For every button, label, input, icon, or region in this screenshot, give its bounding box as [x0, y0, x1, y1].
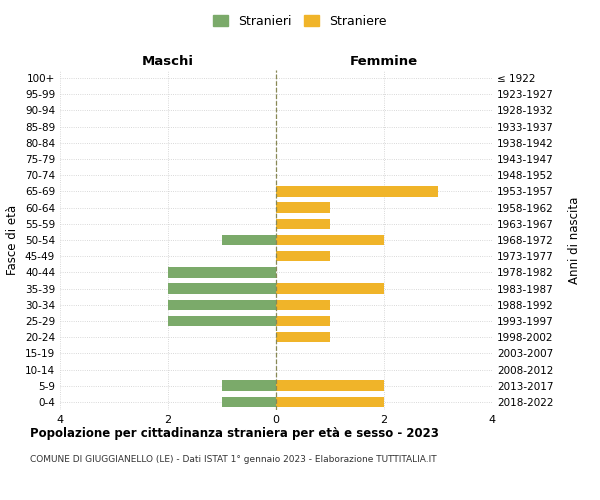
Bar [276, 202, 330, 213]
Bar [168, 316, 276, 326]
Bar [168, 267, 276, 278]
Bar [276, 316, 330, 326]
Bar [222, 380, 276, 391]
Text: COMUNE DI GIUGGIANELLO (LE) - Dati ISTAT 1° gennaio 2023 - Elaborazione TUTTITAL: COMUNE DI GIUGGIANELLO (LE) - Dati ISTAT… [30, 455, 437, 464]
Bar [276, 380, 384, 391]
Bar [168, 300, 276, 310]
Bar [276, 396, 384, 407]
Text: Popolazione per cittadinanza straniera per età e sesso - 2023: Popolazione per cittadinanza straniera p… [30, 428, 439, 440]
Bar [276, 251, 330, 262]
Legend: Stranieri, Straniere: Stranieri, Straniere [209, 11, 391, 32]
Bar [222, 234, 276, 246]
Bar [276, 300, 330, 310]
Bar [168, 284, 276, 294]
Y-axis label: Fasce di età: Fasce di età [7, 205, 19, 275]
Bar [276, 284, 384, 294]
Bar [276, 234, 384, 246]
Bar [222, 396, 276, 407]
Bar [276, 186, 438, 196]
Text: Femmine: Femmine [350, 54, 418, 68]
Y-axis label: Anni di nascita: Anni di nascita [568, 196, 581, 284]
Bar [276, 218, 330, 229]
Text: Maschi: Maschi [142, 54, 194, 68]
Bar [276, 332, 330, 342]
